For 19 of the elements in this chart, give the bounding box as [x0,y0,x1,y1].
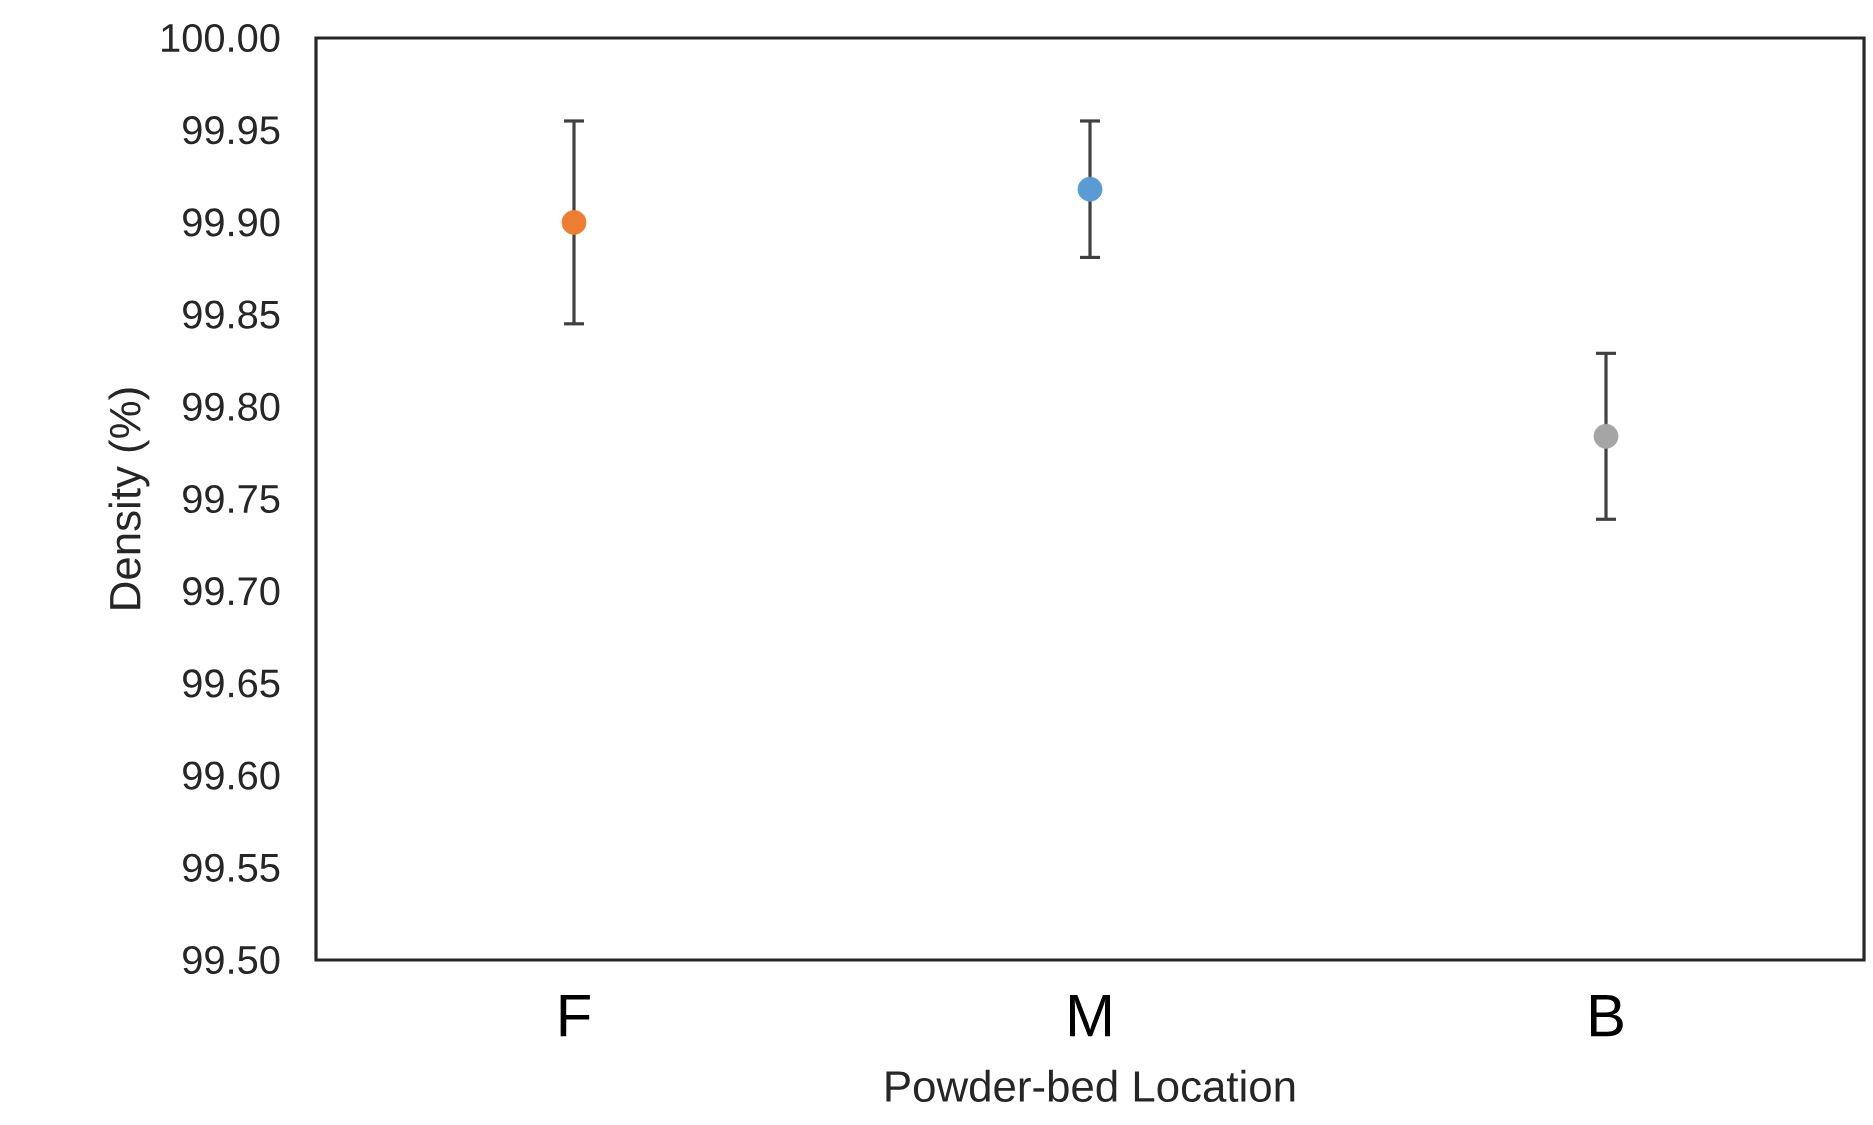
y-tick-label: 99.60 [183,761,280,790]
x-tick-label: M [1070,995,1111,1037]
y-tick-label: 100.00 [162,23,280,53]
y-tick-label: 99.70 [183,577,280,606]
y-tick-label: 99.85 [183,300,280,329]
y-tick-label: 99.75 [183,484,280,514]
point [561,210,587,235]
y-tick-label: 99.90 [183,208,280,237]
y-axis-title: Density (%) [108,388,150,609]
y-tick-label: 99.65 [183,669,280,698]
y-tick-label: 99.95 [183,116,280,145]
y-tick-label: 99.80 [183,392,280,421]
y-tick-label: 99.55 [183,853,280,882]
x-tick-label: F [560,995,590,1037]
x-tick-label: B [1590,995,1623,1037]
point [1077,176,1103,202]
point [1593,423,1619,449]
y-tick-label: 99.50 [183,945,280,975]
x-axis-title: Powder-bed Location [886,1069,1295,1103]
